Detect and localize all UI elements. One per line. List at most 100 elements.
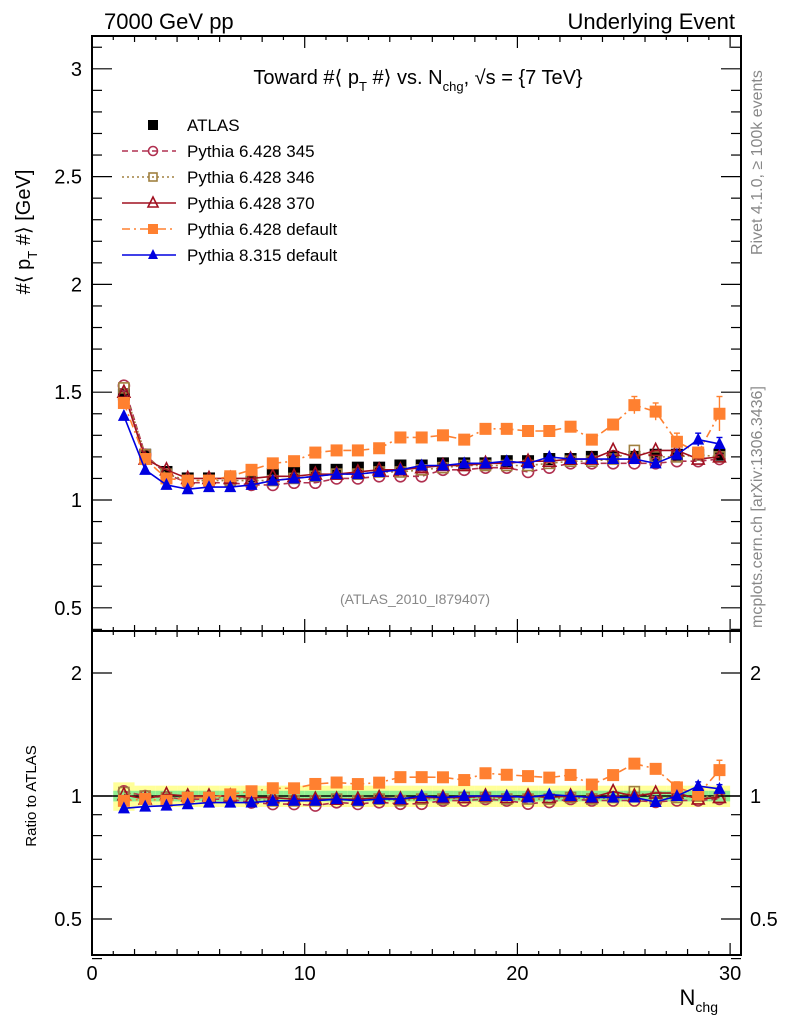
data-point [330, 467, 343, 480]
data-point [543, 449, 556, 462]
data-point [436, 458, 449, 471]
legend-item: Pythia 6.428 370 [122, 194, 315, 213]
data-point [415, 458, 428, 471]
series-pythia-6-428-default [117, 395, 726, 487]
data-point [394, 462, 407, 475]
upper-series-group [116, 379, 727, 495]
data-point [373, 776, 386, 789]
data-point [330, 776, 343, 789]
data-point [117, 396, 130, 409]
data-point [712, 448, 727, 463]
data-point [202, 795, 215, 808]
data-point [224, 788, 237, 801]
data-point [330, 444, 343, 457]
legend-item: Pythia 8.315 default [122, 246, 338, 265]
data-point [458, 433, 471, 446]
legend-marker [147, 145, 159, 157]
data-point [564, 789, 577, 801]
data-point [628, 757, 641, 770]
data-point [522, 456, 535, 469]
data-point [415, 469, 428, 483]
data-point [522, 425, 535, 438]
data-point [479, 456, 492, 469]
data-point [649, 405, 662, 418]
data-point [713, 436, 726, 449]
data-point [266, 457, 279, 470]
data-point [564, 452, 577, 465]
data-point [692, 788, 705, 801]
data-point [564, 420, 577, 433]
data-point [373, 792, 386, 805]
data-point [245, 463, 258, 476]
legend: ATLAS Pythia 6.428 345 Pythia 6.428 346 Pyt… [122, 116, 338, 265]
legend-label: ATLAS [187, 116, 240, 135]
data-point [585, 452, 598, 465]
data-point [479, 767, 492, 780]
rivet-label: Rivet 4.1.0, ≥ 100k events [749, 70, 766, 255]
data-point [692, 446, 705, 459]
data-point [309, 793, 322, 806]
data-point [394, 771, 407, 784]
series-line [123, 402, 721, 482]
data-point [436, 429, 449, 442]
data-point [670, 789, 683, 801]
y-tick-label: 3 [71, 59, 82, 81]
data-point [117, 794, 130, 807]
y-tick-label: 2 [71, 274, 82, 296]
data-point [415, 771, 428, 784]
data-point [288, 782, 301, 795]
data-point [628, 399, 641, 412]
legend-label: Pythia 6.428 346 [187, 168, 315, 187]
data-point [117, 801, 130, 814]
header-left: 7000 GeV pp [104, 9, 234, 34]
data-point [607, 418, 620, 431]
data-point [692, 432, 705, 445]
ratio-y-tick-label-right: 1 [750, 786, 761, 808]
data-point [458, 789, 471, 801]
ratio-y-tick-label-right: 2 [750, 663, 761, 685]
data-point [245, 477, 258, 490]
data-point [245, 795, 258, 808]
data-point [288, 793, 301, 806]
data-point [713, 781, 726, 794]
chart-title: Toward #⟨ pT #⟩ vs. Nchg, √s = {7 TeV} [253, 67, 583, 94]
data-point [585, 433, 598, 446]
data-point [543, 787, 556, 800]
data-point [309, 777, 322, 790]
mcplots-label: mcplots.cern.ch [arXiv:1306.3436] [749, 386, 766, 628]
y-axis-label: #⟨ pT #⟩ [GeV] [13, 170, 40, 295]
data-point [373, 464, 386, 477]
header-right: Underlying Event [567, 9, 735, 34]
data-point [436, 790, 449, 803]
legend-label: Pythia 6.428 345 [187, 142, 315, 161]
data-point [585, 790, 598, 803]
ratio-y-tick-label: 1 [71, 786, 82, 808]
analysis-label: (ATLAS_2010_I879407) [340, 591, 490, 607]
x-tick-label: 30 [719, 963, 741, 985]
axes: 0 10 20 30 0.5 1 1.5 2 2.5 3 0.5 0.5 1 1 2 2 [54, 35, 778, 985]
data-point [479, 422, 492, 435]
y-tick-label: 1 [71, 490, 82, 512]
data-point [139, 792, 152, 805]
data-point [351, 778, 364, 791]
data-point [649, 794, 662, 807]
data-point [500, 789, 513, 801]
data-point [394, 792, 407, 805]
data-point [351, 793, 364, 806]
data-point [649, 762, 662, 775]
data-point [202, 480, 215, 493]
data-point [500, 768, 513, 781]
data-point [351, 467, 364, 480]
ratio-y-tick-label: 0.5 [54, 909, 82, 931]
legend-marker [148, 224, 158, 234]
x-tick-label: 10 [294, 963, 316, 985]
series-pythia-8-315-default [117, 408, 726, 495]
data-point [415, 431, 428, 444]
data-point [670, 781, 683, 794]
data-point [607, 769, 620, 782]
data-point [224, 470, 237, 483]
legend-item: Pythia 6.428 345 [122, 142, 315, 161]
legend-item: ATLAS [148, 116, 240, 135]
data-point [288, 471, 301, 484]
y-tick-label: 1.5 [54, 382, 82, 404]
